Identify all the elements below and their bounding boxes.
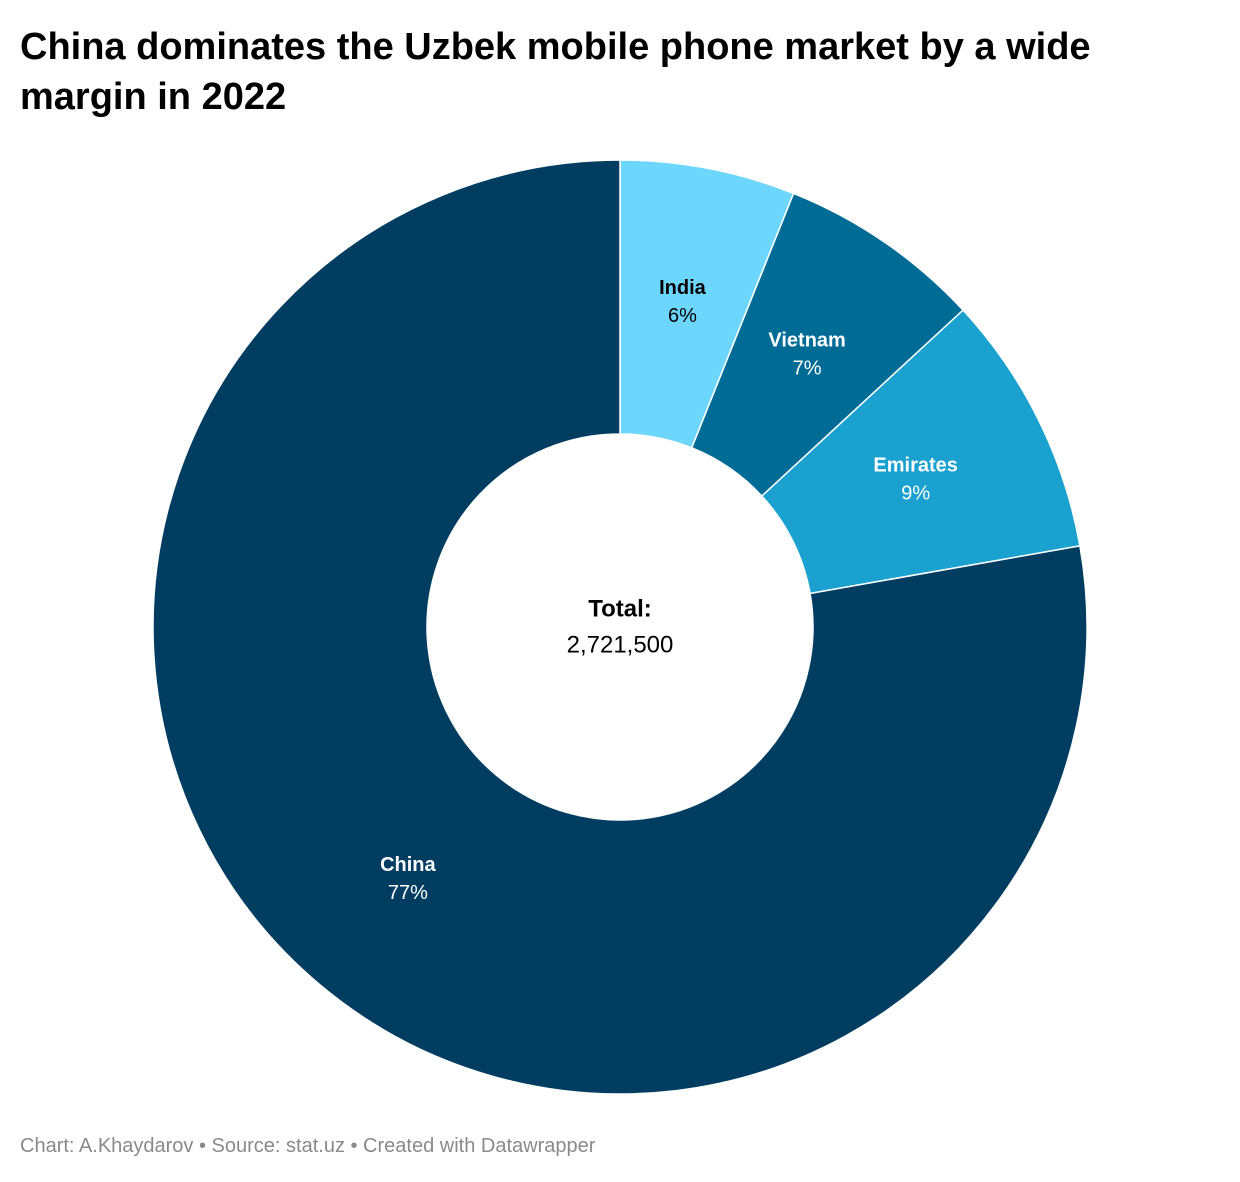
center-total: 2,721,500 — [567, 631, 674, 658]
slice-label: India — [659, 277, 707, 299]
value-label: 7% — [793, 357, 822, 379]
value-label: 9% — [901, 483, 930, 505]
slice — [152, 159, 1088, 1095]
slice-label: China — [380, 854, 436, 876]
slice — [760, 309, 1081, 595]
chart: Total: 2,721,500 India 6% Vietnam 7% Emirate… — [152, 159, 1088, 1095]
center-title: Total: — [588, 595, 652, 622]
value-label: 6% — [668, 305, 697, 327]
value-label: 77% — [388, 882, 428, 904]
slice-label: Vietnam — [768, 329, 845, 351]
source: Chart: A.Khaydarov • Source: stat.uz • C… — [20, 1135, 596, 1157]
slice-label: Emirates — [873, 455, 958, 477]
chart-title: China dominates the Uzbek mobile phone m… — [20, 26, 1091, 118]
